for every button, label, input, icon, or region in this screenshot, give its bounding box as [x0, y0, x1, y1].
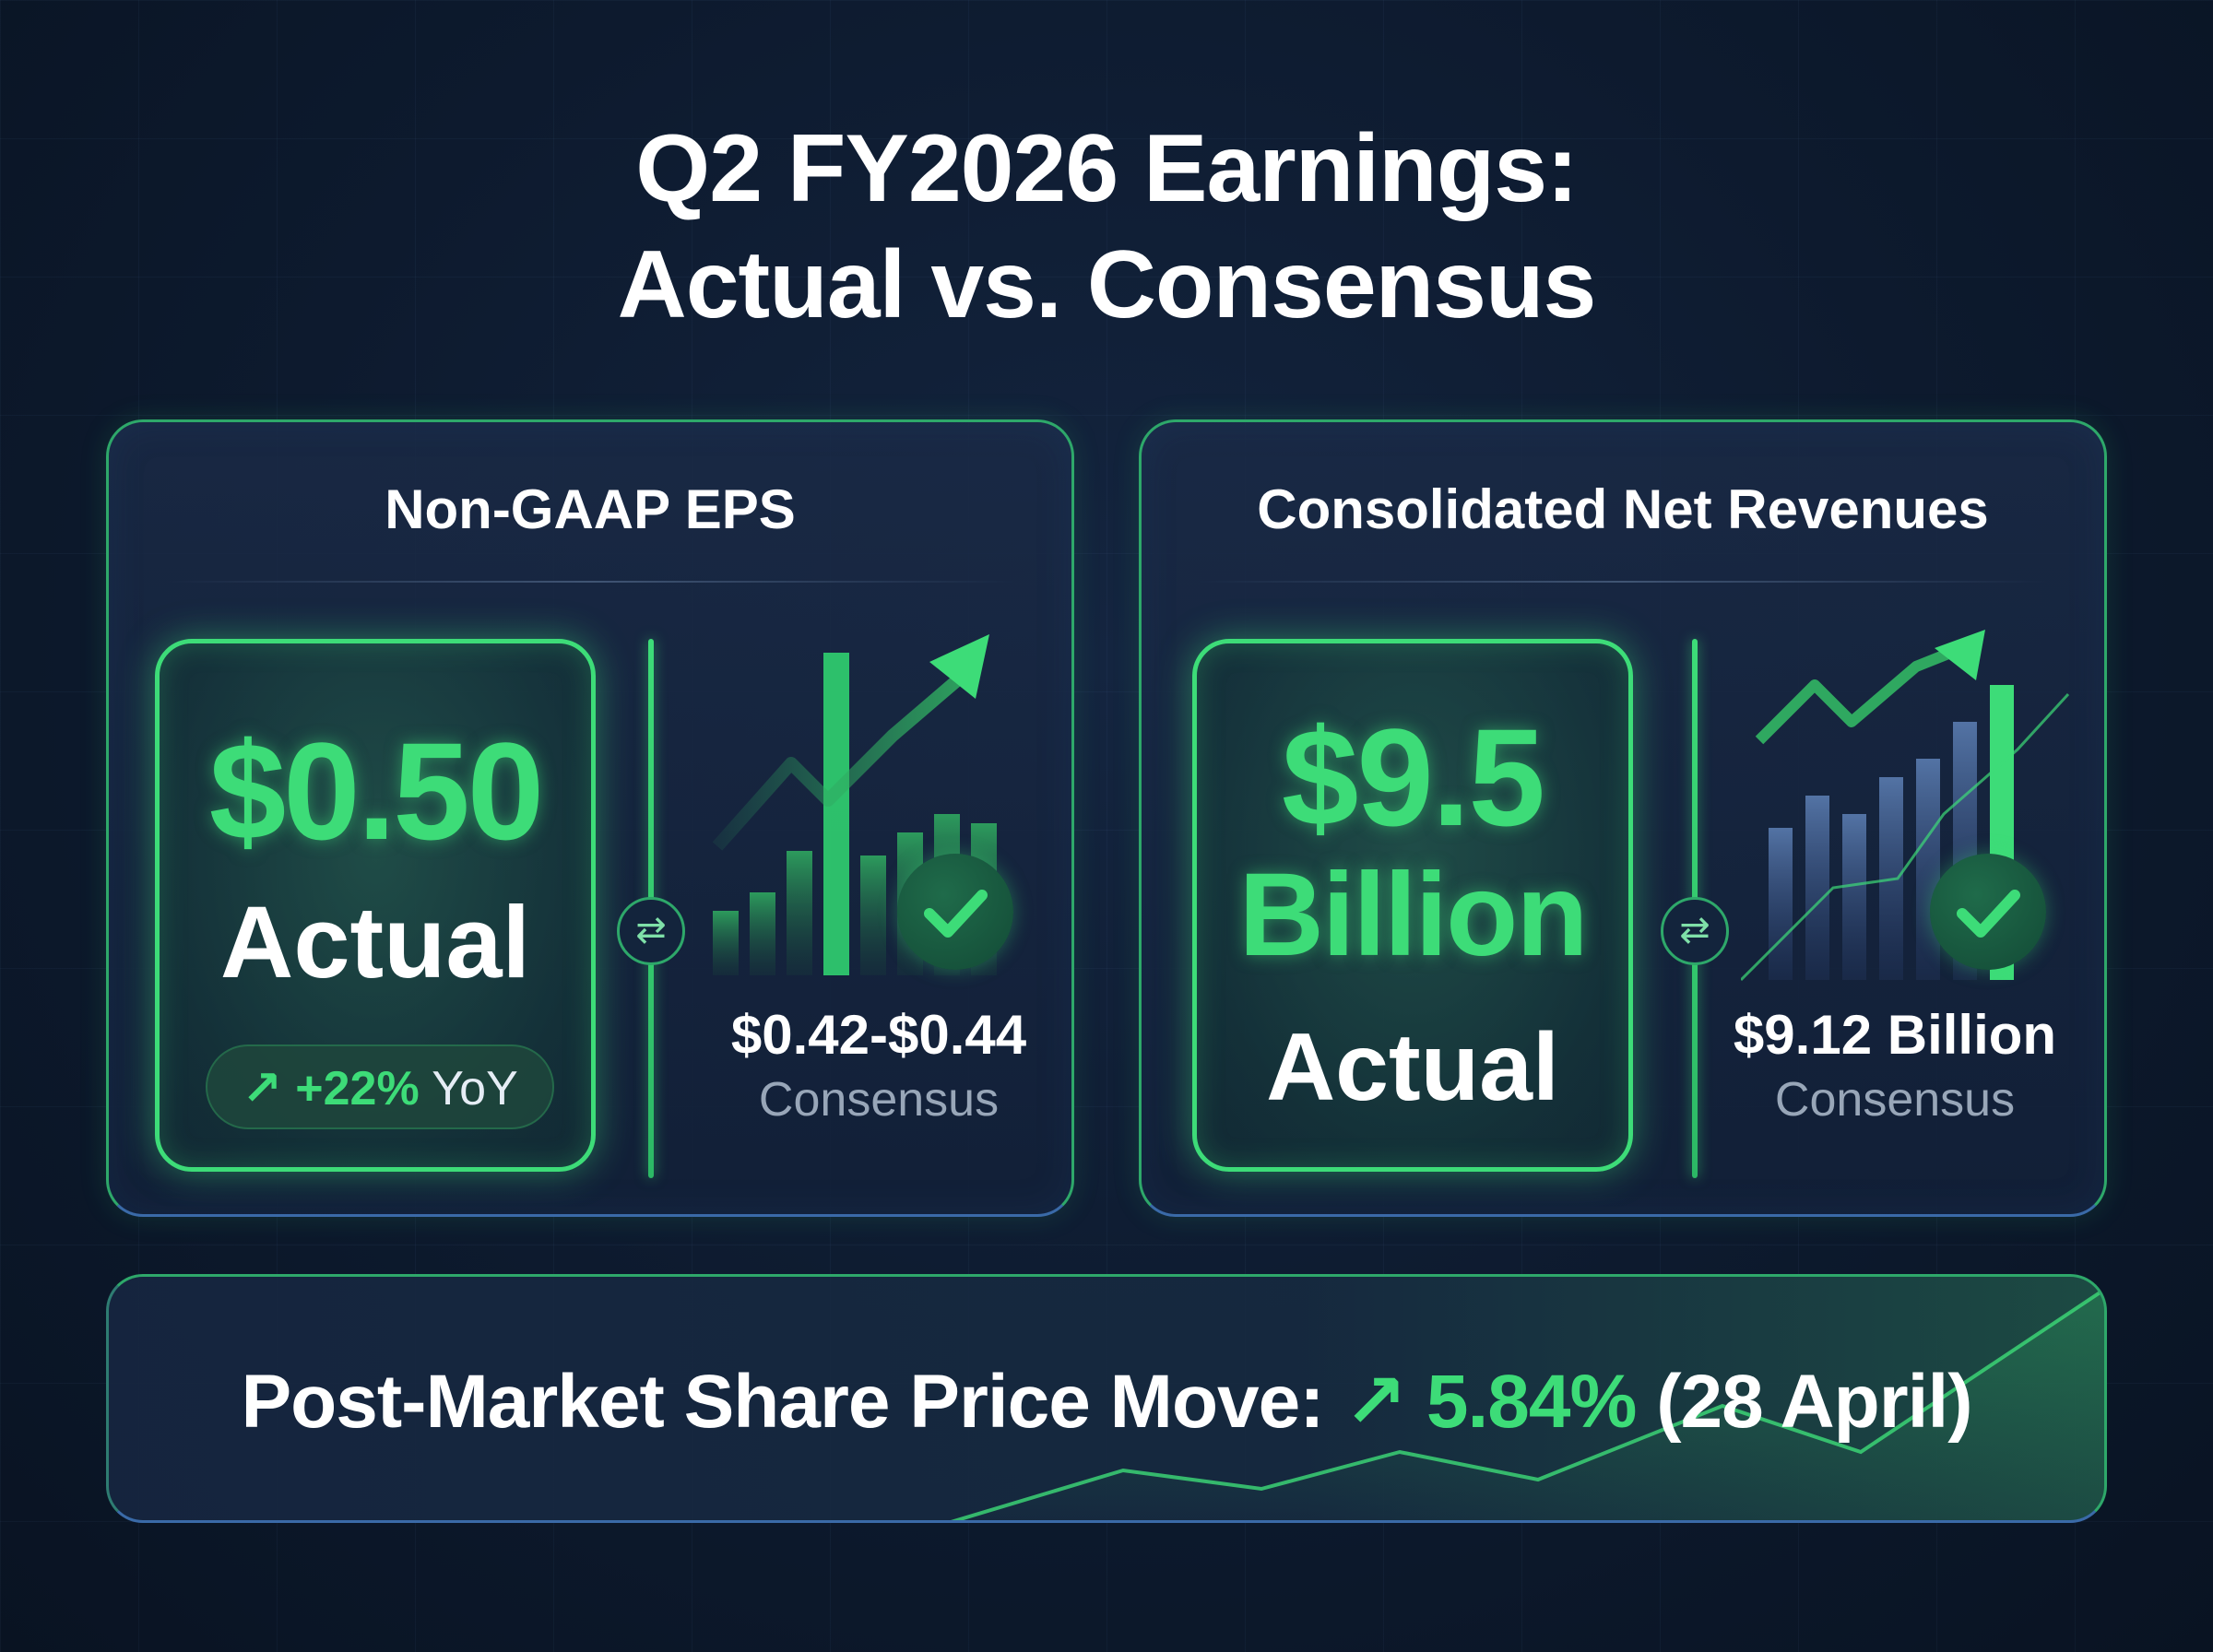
eps-card-divider: [164, 581, 1016, 583]
revenue-consensus-value: $9.12 Billion: [1733, 1004, 2057, 1066]
share-price-change: 5.84%: [1426, 1360, 1638, 1444]
share-price-background-chart: [951, 1287, 2104, 1520]
share-price-text: Post-Market Share Price Move: ↗ 5.84% (2…: [109, 1358, 2104, 1446]
trend-up-icon: ↗: [242, 1062, 282, 1115]
eps-actual-label: Actual: [219, 886, 531, 999]
yoy-badge: ↗ +22% YoY: [206, 1044, 554, 1129]
revenue-checkmark-icon: [1930, 854, 2046, 970]
revenue-actual-label: Actual: [1266, 1014, 1559, 1121]
share-price-date: (28 April): [1656, 1360, 1972, 1444]
eps-card: Non-GAAP EPS $0.50 Actual ↗ +22% YoY ⇄: [106, 419, 1074, 1217]
eps-actual-value: $0.50: [208, 714, 544, 868]
revenue-actual-value: $9.5: [1282, 700, 1545, 855]
page-title-line1: Q2 FY2026 Earnings:: [635, 115, 1578, 222]
eps-consensus-label: Consensus: [758, 1073, 1000, 1127]
revenue-card: Consolidated Net Revenues $9.5 Billion A…: [1139, 419, 2107, 1217]
revenue-card-divider: [1197, 581, 2049, 583]
share-price-banner: Post-Market Share Price Move: ↗ 5.84% (2…: [106, 1274, 2107, 1523]
yoy-change: +22%: [295, 1062, 420, 1115]
revenue-actual-unit: Billion: [1238, 849, 1588, 981]
eps-checkmark-icon: [897, 854, 1013, 970]
swap-arrows-icon: ⇄: [617, 897, 685, 965]
share-price-label: Post-Market Share Price Move:: [241, 1360, 1324, 1444]
swap-arrows-icon: ⇄: [1661, 897, 1729, 965]
page-title: Q2 FY2026 Earnings: Actual vs. Consensus: [0, 111, 2213, 343]
revenue-actual-box: $9.5 Billion Actual: [1192, 639, 1633, 1172]
yoy-suffix: YoY: [432, 1062, 518, 1115]
eps-card-title: Non-GAAP EPS: [385, 478, 796, 540]
revenue-consensus-label: Consensus: [1774, 1073, 2016, 1127]
eps-actual-box: $0.50 Actual ↗ +22% YoY: [155, 639, 596, 1172]
page-title-line2: Actual vs. Consensus: [617, 231, 1597, 338]
revenue-card-title: Consolidated Net Revenues: [1257, 478, 1989, 540]
eps-consensus-value: $0.42-$0.44: [730, 1004, 1027, 1066]
trend-up-icon: ↗: [1343, 1360, 1407, 1444]
